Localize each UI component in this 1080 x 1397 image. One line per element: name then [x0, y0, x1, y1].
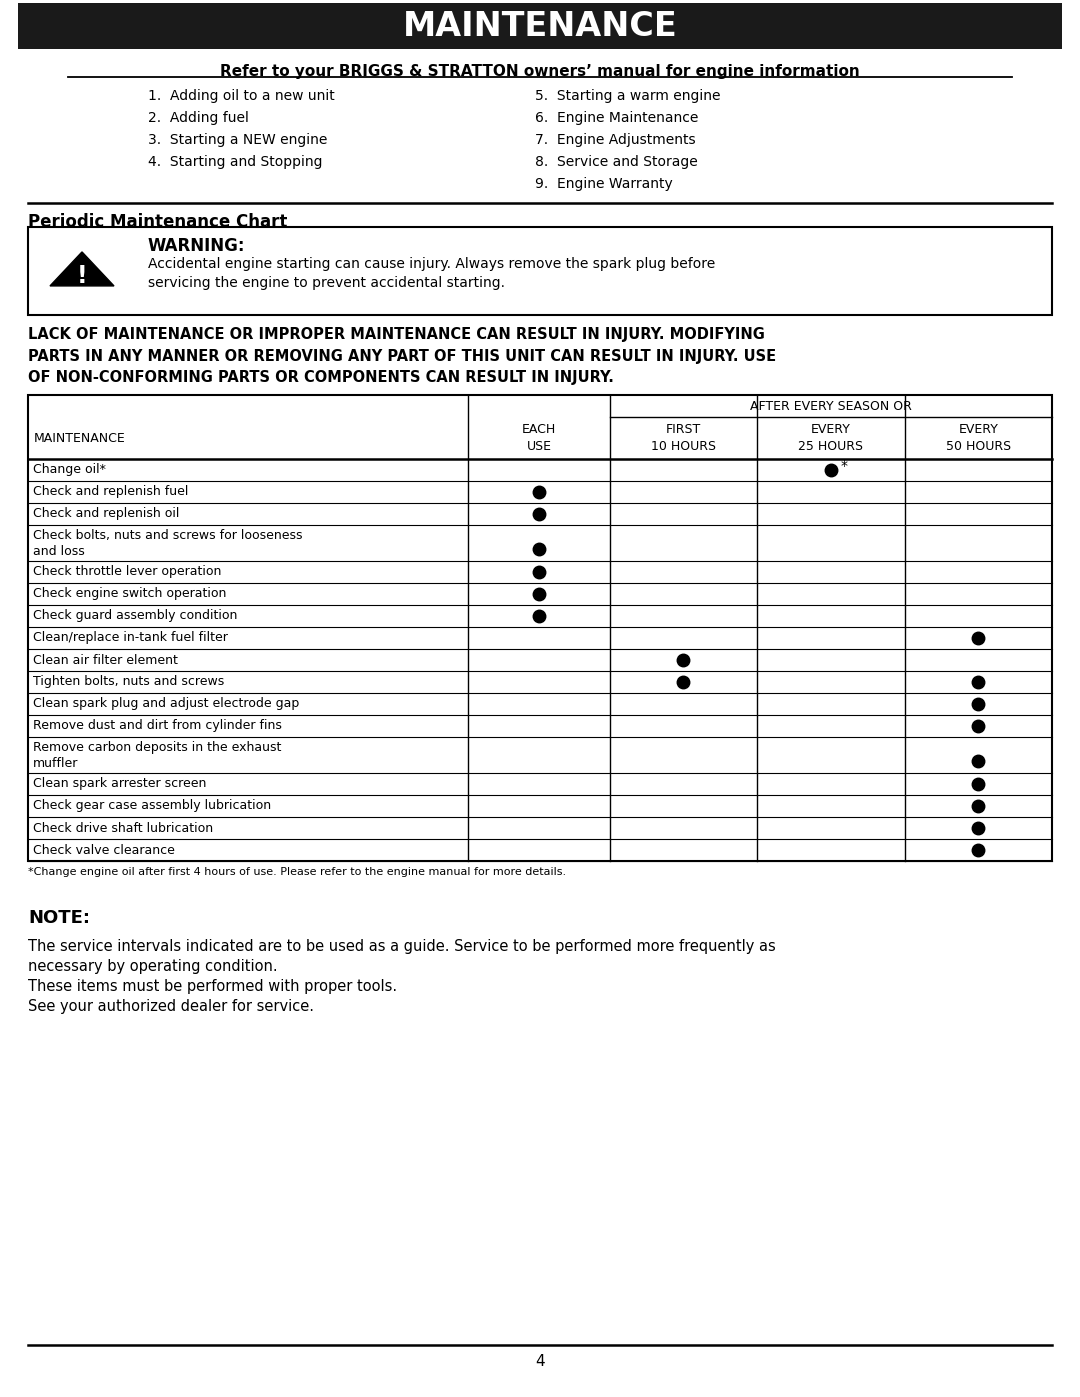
Text: 1.  Adding oil to a new unit: 1. Adding oil to a new unit — [148, 89, 335, 103]
Polygon shape — [50, 251, 114, 286]
Text: 2.  Adding fuel: 2. Adding fuel — [148, 110, 248, 124]
Text: Clean air filter element: Clean air filter element — [33, 654, 178, 666]
Text: 6.  Engine Maintenance: 6. Engine Maintenance — [535, 110, 699, 124]
Text: AFTER EVERY SEASON OR: AFTER EVERY SEASON OR — [750, 400, 912, 412]
Text: EVERY
50 HOURS: EVERY 50 HOURS — [946, 423, 1011, 453]
Text: Check guard assembly condition: Check guard assembly condition — [33, 609, 238, 623]
Text: MAINTENANCE: MAINTENANCE — [403, 10, 677, 42]
Text: Check and replenish oil: Check and replenish oil — [33, 507, 179, 521]
Text: WARNING:: WARNING: — [148, 237, 245, 256]
Text: Check valve clearance: Check valve clearance — [33, 844, 175, 856]
Text: 7.  Engine Adjustments: 7. Engine Adjustments — [535, 133, 696, 147]
Text: Check bolts, nuts and screws for looseness: Check bolts, nuts and screws for loosene… — [33, 529, 302, 542]
Text: NOTE:: NOTE: — [28, 909, 90, 928]
Text: See your authorized dealer for service.: See your authorized dealer for service. — [28, 999, 314, 1014]
Text: Check drive shaft lubrication: Check drive shaft lubrication — [33, 821, 213, 834]
Text: Tighten bolts, nuts and screws: Tighten bolts, nuts and screws — [33, 676, 225, 689]
Text: Check engine switch operation: Check engine switch operation — [33, 588, 227, 601]
Text: 3.  Starting a NEW engine: 3. Starting a NEW engine — [148, 133, 327, 147]
Text: muffler: muffler — [33, 757, 79, 770]
Text: Periodic Maintenance Chart: Periodic Maintenance Chart — [28, 212, 287, 231]
Text: Clean spark plug and adjust electrode gap: Clean spark plug and adjust electrode ga… — [33, 697, 299, 711]
Text: necessary by operating condition.: necessary by operating condition. — [28, 958, 278, 974]
FancyBboxPatch shape — [28, 226, 1052, 314]
Text: MAINTENANCE: MAINTENANCE — [33, 432, 125, 444]
Text: These items must be performed with proper tools.: These items must be performed with prope… — [28, 979, 397, 995]
Text: Remove dust and dirt from cylinder fins: Remove dust and dirt from cylinder fins — [33, 719, 282, 732]
Text: FIRST
10 HOURS: FIRST 10 HOURS — [651, 423, 716, 453]
Text: Check and replenish fuel: Check and replenish fuel — [33, 486, 188, 499]
Text: LACK OF MAINTENANCE OR IMPROPER MAINTENANCE CAN RESULT IN INJURY. MODIFYING
PART: LACK OF MAINTENANCE OR IMPROPER MAINTENA… — [28, 327, 777, 386]
FancyBboxPatch shape — [28, 395, 1052, 861]
Text: 4: 4 — [536, 1354, 544, 1369]
Text: Accidental engine starting can cause injury. Always remove the spark plug before: Accidental engine starting can cause inj… — [148, 257, 715, 291]
Text: Clean spark arrester screen: Clean spark arrester screen — [33, 778, 206, 791]
Text: Refer to your BRIGGS & STRATTON owners’ manual for engine information: Refer to your BRIGGS & STRATTON owners’ … — [220, 64, 860, 80]
Text: !: ! — [77, 264, 87, 288]
Text: Change oil*: Change oil* — [33, 464, 106, 476]
Text: Check throttle lever operation: Check throttle lever operation — [33, 566, 221, 578]
Text: 5.  Starting a warm engine: 5. Starting a warm engine — [535, 89, 720, 103]
Text: 4.  Starting and Stopping: 4. Starting and Stopping — [148, 155, 323, 169]
Text: Clean/replace in-tank fuel filter: Clean/replace in-tank fuel filter — [33, 631, 228, 644]
Text: The service intervals indicated are to be used as a guide. Service to be perform: The service intervals indicated are to b… — [28, 939, 775, 954]
Text: EACH
USE: EACH USE — [522, 423, 556, 453]
Text: Remove carbon deposits in the exhaust: Remove carbon deposits in the exhaust — [33, 740, 282, 754]
Text: and loss: and loss — [33, 545, 84, 557]
Text: *Change engine oil after first 4 hours of use. Please refer to the engine manual: *Change engine oil after first 4 hours o… — [28, 868, 566, 877]
Text: Check gear case assembly lubrication: Check gear case assembly lubrication — [33, 799, 271, 813]
Text: 8.  Service and Storage: 8. Service and Storage — [535, 155, 698, 169]
FancyBboxPatch shape — [18, 3, 1062, 49]
Text: 9.  Engine Warranty: 9. Engine Warranty — [535, 177, 673, 191]
Text: *: * — [841, 460, 848, 474]
Text: EVERY
25 HOURS: EVERY 25 HOURS — [798, 423, 863, 453]
